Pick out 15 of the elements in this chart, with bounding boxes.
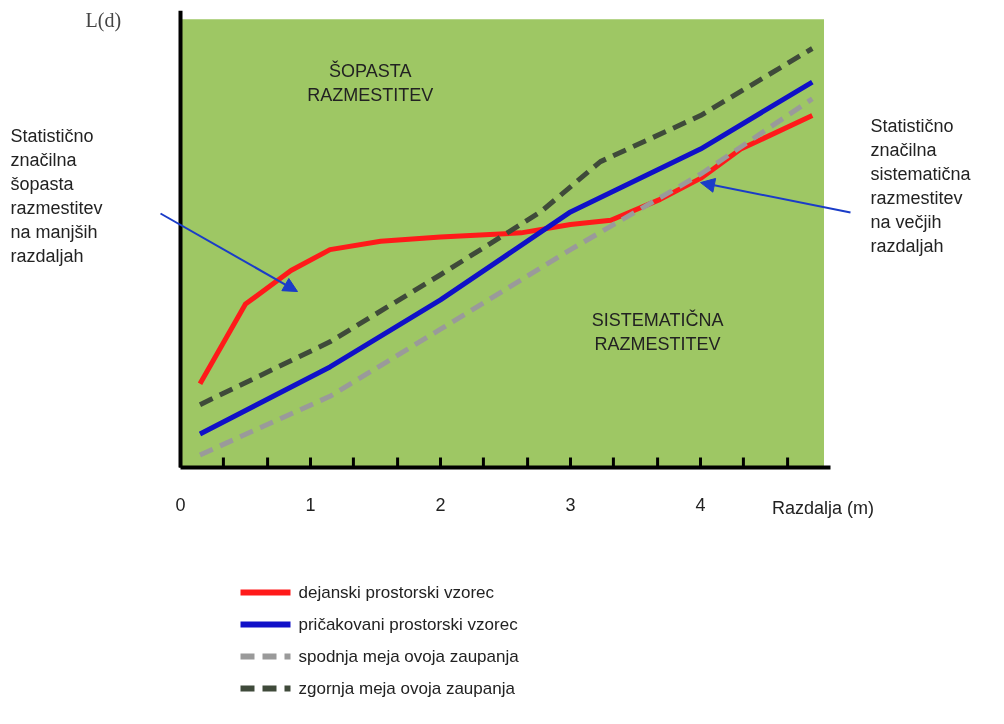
y-axis-title: L(d) xyxy=(85,9,122,33)
x-tick-label: 3 xyxy=(565,494,576,515)
x-tick-label: 1 xyxy=(305,494,316,515)
x-axis-title: Razdalja (m) xyxy=(772,497,875,518)
text: Statistično značilna sistematična razmestitev na večjih razdaljah xyxy=(870,115,972,256)
legend-label: dejanski prostorski vzorec xyxy=(298,583,495,602)
legend-label: zgornja meja ovoja zaupanja xyxy=(298,679,516,698)
x-tick-label: 0 xyxy=(175,494,186,515)
legend-label: pričakovani prostorski vzorec xyxy=(298,615,519,634)
text: Statistično značilna šopasta razmestitev na manjših razdaljah xyxy=(10,125,103,266)
annotation: ŠOPASTA RAZMESTITEV xyxy=(307,60,434,106)
x-tick-label: 2 xyxy=(435,494,446,515)
annotation: SISTEMATIČNA RAZMESTITEV xyxy=(591,309,724,355)
legend-label: spodnja meja ovoja zaupanja xyxy=(298,647,520,666)
x-tick-label: 4 xyxy=(695,494,706,515)
